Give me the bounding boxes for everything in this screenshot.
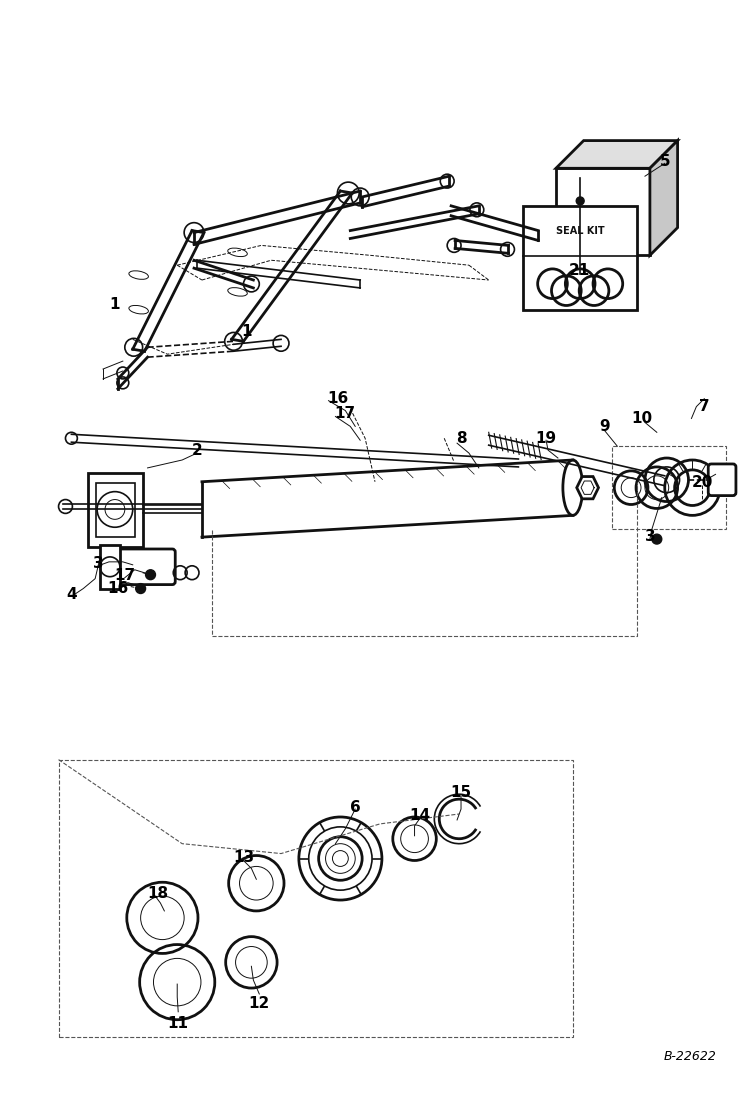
Text: 7: 7 xyxy=(699,399,709,414)
Circle shape xyxy=(136,584,145,593)
Text: 3: 3 xyxy=(93,556,103,572)
Text: 19: 19 xyxy=(536,431,557,445)
Text: 13: 13 xyxy=(233,850,254,866)
Text: B-22622: B-22622 xyxy=(664,1050,716,1063)
Bar xyxy=(556,168,650,256)
Text: 3: 3 xyxy=(645,529,655,544)
Text: 11: 11 xyxy=(168,1016,189,1031)
FancyBboxPatch shape xyxy=(709,464,736,496)
Text: 5: 5 xyxy=(659,154,670,169)
Polygon shape xyxy=(650,140,678,256)
Text: 8: 8 xyxy=(455,431,467,445)
Text: 17: 17 xyxy=(115,568,136,584)
Circle shape xyxy=(652,534,662,544)
Text: 12: 12 xyxy=(249,996,270,1011)
Text: 20: 20 xyxy=(691,475,713,490)
Text: 16: 16 xyxy=(328,392,349,406)
Text: 10: 10 xyxy=(631,411,652,426)
Bar xyxy=(524,206,637,309)
Bar xyxy=(100,545,120,589)
Text: 2: 2 xyxy=(192,442,202,457)
Text: 1: 1 xyxy=(241,324,252,339)
Circle shape xyxy=(145,569,156,579)
Text: 15: 15 xyxy=(450,784,472,800)
Text: 16: 16 xyxy=(107,581,129,596)
Polygon shape xyxy=(577,476,598,499)
Polygon shape xyxy=(556,140,678,168)
Text: 14: 14 xyxy=(409,808,430,824)
Text: 17: 17 xyxy=(335,406,356,421)
Text: 18: 18 xyxy=(147,885,168,901)
Text: 4: 4 xyxy=(66,587,76,602)
Text: 6: 6 xyxy=(350,800,360,815)
Circle shape xyxy=(576,197,584,205)
Text: 9: 9 xyxy=(599,419,610,434)
Bar xyxy=(88,473,142,547)
Text: SEAL KIT: SEAL KIT xyxy=(556,226,604,236)
Text: 1: 1 xyxy=(109,297,120,313)
Bar xyxy=(96,483,135,538)
Text: 21: 21 xyxy=(569,262,590,278)
Bar xyxy=(58,759,573,1037)
FancyBboxPatch shape xyxy=(115,548,175,585)
Bar xyxy=(613,446,726,529)
